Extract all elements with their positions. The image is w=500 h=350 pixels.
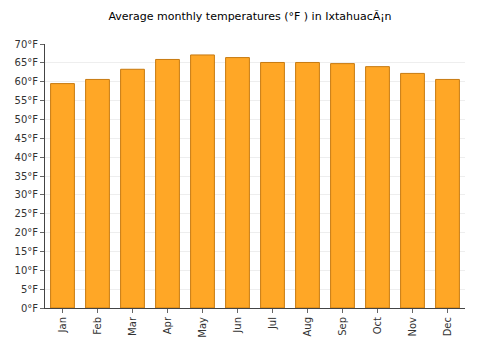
svg-text:Oct: Oct: [372, 317, 383, 334]
svg-text:45°F: 45°F: [15, 133, 39, 144]
svg-text:65°F: 65°F: [15, 57, 39, 68]
svg-text:Jun: Jun: [232, 317, 243, 334]
svg-text:Jul: Jul: [267, 317, 278, 330]
svg-text:Sep: Sep: [337, 317, 348, 336]
svg-text:Feb: Feb: [92, 317, 103, 335]
svg-text:60°F: 60°F: [15, 76, 39, 87]
svg-text:May: May: [197, 317, 208, 338]
svg-text:Dec: Dec: [442, 317, 453, 336]
svg-text:15°F: 15°F: [15, 246, 39, 257]
svg-text:35°F: 35°F: [15, 171, 39, 182]
svg-text:Nov: Nov: [407, 317, 418, 337]
svg-text:Jan: Jan: [57, 317, 68, 333]
svg-text:10°F: 10°F: [15, 265, 39, 276]
svg-text:Aug: Aug: [302, 317, 313, 337]
svg-text:5°F: 5°F: [21, 284, 38, 295]
svg-text:25°F: 25°F: [15, 208, 39, 219]
svg-text:50°F: 50°F: [15, 114, 39, 125]
svg-text:Mar: Mar: [127, 316, 138, 336]
svg-text:30°F: 30°F: [15, 189, 39, 200]
svg-text:55°F: 55°F: [15, 95, 39, 106]
svg-text:Apr: Apr: [162, 316, 173, 334]
svg-text:70°F: 70°F: [15, 39, 39, 50]
svg-text:40°F: 40°F: [15, 152, 39, 163]
svg-text:Average monthly temperatures (: Average monthly temperatures (°F ) in Ix…: [108, 10, 391, 23]
svg-text:0°F: 0°F: [21, 303, 38, 314]
svg-text:20°F: 20°F: [15, 227, 39, 238]
